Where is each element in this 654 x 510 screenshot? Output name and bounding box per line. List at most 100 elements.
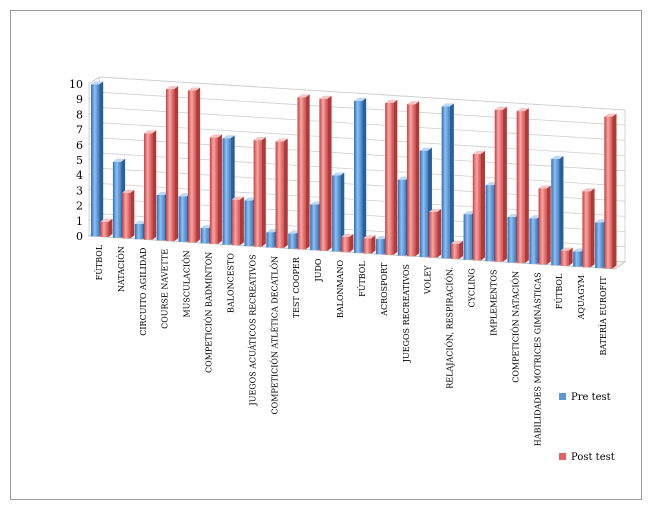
bar-side xyxy=(546,185,551,265)
bar-side xyxy=(524,108,529,264)
bar-top xyxy=(165,86,179,90)
bar-front xyxy=(122,192,131,239)
bar-post-13 xyxy=(385,99,398,255)
bar-post-12 xyxy=(363,235,376,254)
bar-front xyxy=(582,191,591,268)
y-axis-ticks: 0 1 2 3 4 5 6 7 8 9 10 xyxy=(69,78,83,243)
bar-top xyxy=(595,219,608,223)
bar-top xyxy=(604,113,617,117)
bar-side xyxy=(415,101,420,257)
x-axis-labels: FÚTBOL NATACIÓN CIRCUITO AGILIDAD COURSE NA… xyxy=(95,244,608,446)
gridline xyxy=(88,76,626,111)
bar-side xyxy=(612,113,617,269)
x-tick-label: BATERÍA EUROFIT xyxy=(599,276,608,356)
x-tick-label: FÚTBOL xyxy=(555,273,564,309)
x-tick-label: JUDO xyxy=(314,258,323,282)
bar-front xyxy=(200,228,209,244)
x-tick-label: MUSCULACIÓN xyxy=(183,250,192,317)
bar-front xyxy=(494,109,503,262)
y-tick-label: 4 xyxy=(76,169,83,182)
bar-front xyxy=(222,138,231,245)
y-tick-label: 1 xyxy=(76,215,83,228)
x-tick-label: JUEGOS RECREATIVOS xyxy=(402,264,411,363)
bar-side xyxy=(305,94,310,250)
bar-side xyxy=(108,218,113,237)
bar-front xyxy=(463,214,472,260)
bar-post-22 xyxy=(582,188,595,268)
bar-front xyxy=(178,196,187,242)
y-tick-label: 2 xyxy=(76,200,83,213)
bar-front xyxy=(551,158,560,266)
bar-top xyxy=(472,150,485,154)
bar-top xyxy=(463,211,476,215)
bar-pre-21 xyxy=(551,155,564,266)
bars xyxy=(91,81,617,269)
bar-post-4 xyxy=(187,87,201,243)
bar-chart: 0 1 2 3 4 5 6 7 8 9 10 FÚTBOL NATACIÓN CIRCUITO AGIL… xyxy=(69,76,627,463)
legend-swatch-1 xyxy=(559,453,566,460)
bar-front xyxy=(485,185,494,262)
y-tick-label: 5 xyxy=(76,154,83,167)
bar-front xyxy=(375,239,385,255)
bar-side xyxy=(459,240,464,259)
bar-front xyxy=(156,194,165,241)
bar-front xyxy=(319,98,328,251)
bar-top xyxy=(354,97,367,101)
bar-side xyxy=(152,130,157,240)
x-tick-label: BALONCESTO xyxy=(226,253,235,313)
bar-top xyxy=(275,138,288,142)
bar-post-8 xyxy=(275,138,288,248)
bar-front xyxy=(595,222,604,269)
bar-post-23 xyxy=(604,113,617,269)
bar-front xyxy=(428,211,438,258)
bar-front xyxy=(472,153,481,261)
bar-side xyxy=(174,86,179,242)
bar-top xyxy=(91,81,104,85)
bar-pre-16 xyxy=(441,103,454,259)
bar-post-15 xyxy=(428,208,442,258)
bar-top xyxy=(363,235,376,239)
bar-front xyxy=(288,233,297,249)
x-tick-label: COMPETICIÓN ATLÉTICA DECATLÓN xyxy=(270,256,279,415)
x-tick-label: HABILIDADES MOTRICES GIMNÁSTICAS xyxy=(533,272,542,446)
y-tick-label: 6 xyxy=(76,139,83,152)
bar-post-2 xyxy=(144,130,157,240)
legend-label-1: Post test xyxy=(571,452,615,463)
bar-top xyxy=(100,218,113,222)
bar-front xyxy=(407,104,416,257)
bar-side xyxy=(362,97,367,253)
bar-post-5 xyxy=(209,134,222,244)
bar-post-1 xyxy=(122,189,135,239)
bar-front xyxy=(397,179,407,256)
bar-post-20 xyxy=(538,185,551,265)
bar-post-16 xyxy=(450,240,464,259)
y-tick-label: 3 xyxy=(76,184,83,197)
y-tick-label: 10 xyxy=(69,78,83,91)
bar-front xyxy=(573,251,582,267)
x-tick-label: FÚTBOL xyxy=(358,261,367,297)
bar-side xyxy=(196,87,201,243)
bar-side xyxy=(239,196,244,246)
bar-front xyxy=(516,111,525,264)
bar-post-6 xyxy=(231,196,244,246)
bar-post-21 xyxy=(560,247,573,266)
bar-front xyxy=(275,141,284,248)
bar-front xyxy=(450,243,460,259)
x-tick-label: COMPETICIÓN NATACIÓN xyxy=(511,271,520,383)
bar-front xyxy=(253,140,262,247)
bar-side xyxy=(590,188,595,268)
bar-side xyxy=(283,138,288,248)
bar-top xyxy=(222,135,235,139)
bar-front xyxy=(560,250,569,266)
bar-top xyxy=(385,99,398,103)
bar-front xyxy=(134,223,144,240)
bar-front xyxy=(385,102,394,255)
bar-top xyxy=(341,233,354,237)
bar-front xyxy=(529,218,538,264)
bar-top xyxy=(407,101,420,105)
bar-side xyxy=(349,233,354,253)
x-tick-label: COURSE NAVETTE xyxy=(161,249,170,329)
legend-label-0: Pre test xyxy=(571,392,611,403)
bar-side xyxy=(568,247,573,266)
bar-post-10 xyxy=(319,95,332,251)
